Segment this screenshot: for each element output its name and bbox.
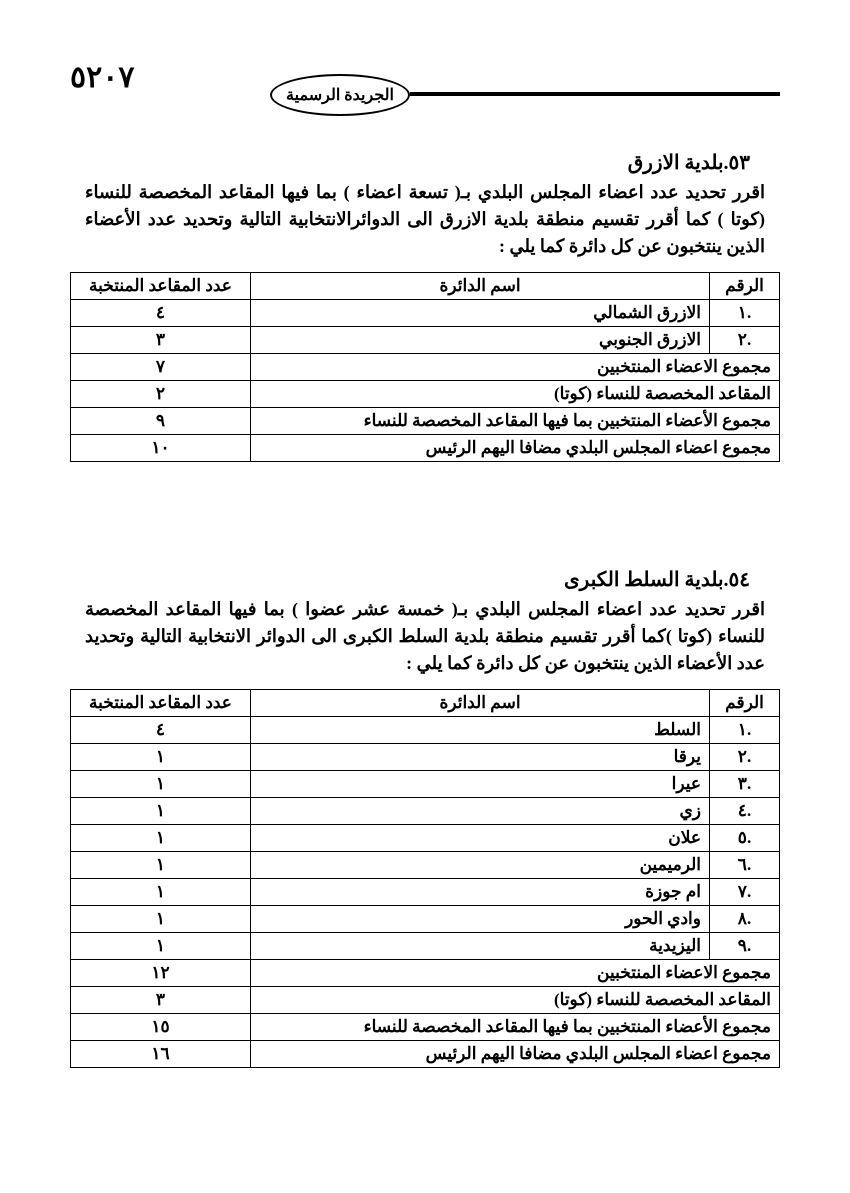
- summary-row: مجموع الاعضاء المنتخبين٧: [71, 354, 780, 381]
- summary-row: مجموع الأعضاء المنتخبين بما فيها المقاعد…: [71, 408, 780, 435]
- table-row: .٨وادي الحور١: [71, 906, 780, 933]
- cell-num: .٦: [710, 852, 780, 879]
- summary-label: المقاعد المخصصة للنساء (كوتا): [251, 381, 780, 408]
- summary-label: مجموع اعضاء المجلس البلدي مضافا اليهم ال…: [251, 435, 780, 462]
- table-row: .٦الرميمين١: [71, 852, 780, 879]
- cell-name: ام جوزة: [251, 879, 710, 906]
- summary-value: ٢: [71, 381, 251, 408]
- summary-value: ٧: [71, 354, 251, 381]
- summary-value: ١٢: [71, 960, 251, 987]
- table-row: .٢الازرق الجنوبي٣: [71, 327, 780, 354]
- cell-seats: ١: [71, 879, 251, 906]
- summary-value: ١٦: [71, 1041, 251, 1068]
- table-row: .٤زي١: [71, 798, 780, 825]
- cell-name: علان: [251, 825, 710, 852]
- col-header-num: الرقم: [710, 273, 780, 300]
- table-header-row: الرقم اسم الدائرة عدد المقاعد المنتخبة: [71, 273, 780, 300]
- col-header-name: اسم الدائرة: [251, 273, 710, 300]
- cell-seats: ١: [71, 906, 251, 933]
- table-row: .١الازرق الشمالي٤: [71, 300, 780, 327]
- summary-value: ٩: [71, 408, 251, 435]
- cell-seats: ٤: [71, 300, 251, 327]
- cell-num: .٩: [710, 933, 780, 960]
- summary-row: مجموع الأعضاء المنتخبين بما فيها المقاعد…: [71, 1014, 780, 1041]
- table-row: .٣عيرا١: [71, 771, 780, 798]
- summary-label: مجموع الأعضاء المنتخبين بما فيها المقاعد…: [251, 408, 780, 435]
- summary-row: المقاعد المخصصة للنساء (كوتا)٢: [71, 381, 780, 408]
- cell-num: .٢: [710, 327, 780, 354]
- cell-num: .٧: [710, 879, 780, 906]
- summary-row: مجموع اعضاء المجلس البلدي مضافا اليهم ال…: [71, 1041, 780, 1068]
- section-2-paragraph: اقرر تحديد عدد اعضاء المجلس البلدي بـ( خ…: [85, 596, 765, 677]
- summary-label: المقاعد المخصصة للنساء (كوتا): [251, 987, 780, 1014]
- cell-num: .٥: [710, 825, 780, 852]
- col-header-num: الرقم: [710, 690, 780, 717]
- cell-name: السلط: [251, 717, 710, 744]
- table-row: .٥علان١: [71, 825, 780, 852]
- cell-seats: ١: [71, 744, 251, 771]
- table-row: .٢يرقا١: [71, 744, 780, 771]
- col-header-seats: عدد المقاعد المنتخبة: [71, 273, 251, 300]
- cell-name: الازرق الشمالي: [251, 300, 710, 327]
- table-row: .١السلط٤: [71, 717, 780, 744]
- cell-name: زي: [251, 798, 710, 825]
- section-1-title: ٥٣.بلدية الازرق: [70, 150, 750, 175]
- section-1-paragraph: اقرر تحديد عدد اعضاء المجلس البلدي بـ( ت…: [85, 179, 765, 260]
- cell-name: وادي الحور: [251, 906, 710, 933]
- col-header-seats: عدد المقاعد المنتخبة: [71, 690, 251, 717]
- cell-num: .١: [710, 717, 780, 744]
- cell-name: عيرا: [251, 771, 710, 798]
- summary-value: ١٠: [71, 435, 251, 462]
- table-row: .٩اليزيدية١: [71, 933, 780, 960]
- page-number: ٥٢٠٧: [70, 60, 134, 95]
- summary-value: ١٥: [71, 1014, 251, 1041]
- cell-seats: ١: [71, 771, 251, 798]
- section-1-table: الرقم اسم الدائرة عدد المقاعد المنتخبة .…: [70, 272, 780, 462]
- summary-row: المقاعد المخصصة للنساء (كوتا)٣: [71, 987, 780, 1014]
- table-header-row: الرقم اسم الدائرة عدد المقاعد المنتخبة: [71, 690, 780, 717]
- summary-label: مجموع الاعضاء المنتخبين: [251, 960, 780, 987]
- cell-seats: ١: [71, 933, 251, 960]
- summary-label: مجموع الاعضاء المنتخبين: [251, 354, 780, 381]
- summary-value: ٣: [71, 987, 251, 1014]
- cell-num: .٣: [710, 771, 780, 798]
- cell-num: .٢: [710, 744, 780, 771]
- summary-label: مجموع الأعضاء المنتخبين بما فيها المقاعد…: [251, 1014, 780, 1041]
- cell-seats: ١: [71, 798, 251, 825]
- cell-seats: ٤: [71, 717, 251, 744]
- header-rule-left: [590, 92, 780, 96]
- cell-name: الازرق الجنوبي: [251, 327, 710, 354]
- col-header-name: اسم الدائرة: [251, 690, 710, 717]
- gazette-label: الجريدة الرسمية: [270, 74, 410, 116]
- summary-row: مجموع الاعضاء المنتخبين١٢: [71, 960, 780, 987]
- cell-name: اليزيدية: [251, 933, 710, 960]
- cell-seats: ١: [71, 825, 251, 852]
- summary-row: مجموع اعضاء المجلس البلدي مضافا اليهم ال…: [71, 435, 780, 462]
- cell-seats: ٣: [71, 327, 251, 354]
- cell-name: الرميمين: [251, 852, 710, 879]
- cell-name: يرقا: [251, 744, 710, 771]
- summary-label: مجموع اعضاء المجلس البلدي مضافا اليهم ال…: [251, 1041, 780, 1068]
- section-2-title: ٥٤.بلدية السلط الكبرى: [70, 567, 750, 592]
- table-row: .٧ام جوزة١: [71, 879, 780, 906]
- cell-seats: ١: [71, 852, 251, 879]
- page-header: ٥٢٠٧ الجريدة الرسمية: [70, 60, 780, 120]
- section-2-table: الرقم اسم الدائرة عدد المقاعد المنتخبة .…: [70, 689, 780, 1068]
- cell-num: .٨: [710, 906, 780, 933]
- cell-num: .٤: [710, 798, 780, 825]
- cell-num: .١: [710, 300, 780, 327]
